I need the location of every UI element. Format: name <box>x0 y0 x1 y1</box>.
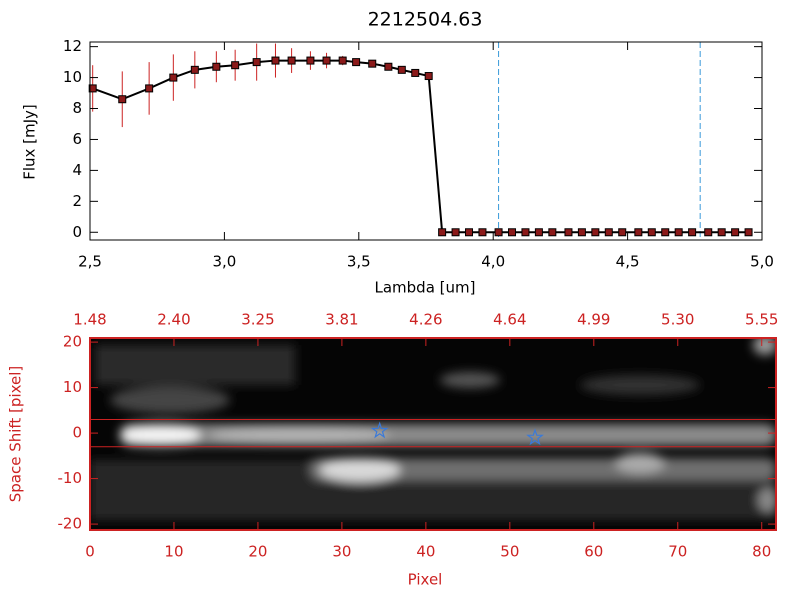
x2-tick-label: 4.26 <box>409 311 442 329</box>
flux-line <box>92 59 749 234</box>
data-point <box>322 56 331 65</box>
data-point <box>424 72 433 81</box>
x-tick-label: 50 <box>500 543 519 561</box>
data-point <box>451 228 460 237</box>
data-point <box>744 228 753 237</box>
x-tick-label: 4,5 <box>616 253 640 271</box>
data-point <box>704 228 713 237</box>
data-point <box>604 228 613 237</box>
x-tick-label: 30 <box>332 543 351 561</box>
data-point <box>548 228 557 237</box>
star-marker <box>526 428 544 446</box>
y-tick-label: -10 <box>58 469 83 487</box>
x-tick-label: 5,0 <box>750 253 774 271</box>
data-point <box>438 228 447 237</box>
y-axis-label: Space Shift [pixel] <box>7 366 25 503</box>
data-point <box>494 228 503 237</box>
data-point <box>661 228 670 237</box>
data-point <box>465 228 474 237</box>
x2-tick-label: 5.30 <box>661 311 694 329</box>
data-point <box>618 228 627 237</box>
data-point <box>118 95 127 104</box>
data-point <box>534 228 543 237</box>
data-point <box>190 65 199 74</box>
x-axis-label: Pixel <box>408 571 443 589</box>
y-tick-label: 0 <box>72 223 82 241</box>
data-point <box>338 56 347 65</box>
x-axis-label: Lambda [um] <box>375 279 476 297</box>
data-point <box>306 56 315 65</box>
data-point <box>508 228 517 237</box>
data-point <box>577 228 586 237</box>
y-tick-label: 4 <box>72 161 82 179</box>
data-point <box>271 56 280 65</box>
data-point <box>591 228 600 237</box>
x2-tick-label: 2.40 <box>157 311 190 329</box>
data-point <box>252 58 261 67</box>
data-point <box>647 228 656 237</box>
x-tick-label: 4,0 <box>481 253 505 271</box>
data-point <box>145 84 154 93</box>
x-tick-label: 60 <box>584 543 603 561</box>
x-tick-label: 70 <box>668 543 687 561</box>
chart-title: 2212504.63 <box>368 9 483 31</box>
x-tick-label: 2,5 <box>78 253 102 271</box>
y-tick-label: 0 <box>72 424 82 442</box>
y-tick-label: 6 <box>72 130 82 148</box>
x2-tick-label: 1.48 <box>73 311 106 329</box>
data-point <box>478 228 487 237</box>
x-tick-label: 20 <box>248 543 267 561</box>
x-tick-label: 80 <box>752 543 771 561</box>
x-tick-label: 0 <box>85 543 95 561</box>
x-tick-label: 40 <box>416 543 435 561</box>
data-point <box>674 228 683 237</box>
data-point <box>564 228 573 237</box>
x-tick-label: 10 <box>164 543 183 561</box>
y-tick-label: 10 <box>63 68 82 86</box>
data-point <box>717 228 726 237</box>
y-tick-label: 10 <box>63 378 82 396</box>
x2-tick-label: 4.64 <box>493 311 526 329</box>
y-tick-label: 20 <box>63 333 82 351</box>
data-point <box>688 228 697 237</box>
data-point <box>411 68 420 77</box>
y-tick-label: -20 <box>58 515 83 533</box>
data-point <box>287 56 296 65</box>
data-point <box>397 65 406 74</box>
y-tick-label: 8 <box>72 99 82 117</box>
data-point <box>634 228 643 237</box>
y-tick-label: 12 <box>63 37 82 55</box>
x2-tick-label: 5.55 <box>745 311 778 329</box>
star-marker <box>370 421 389 439</box>
x-tick-label: 3,5 <box>347 253 371 271</box>
data-point <box>212 62 221 71</box>
y-tick-label: 2 <box>72 192 82 210</box>
data-point <box>368 59 377 68</box>
data-point <box>169 73 178 82</box>
plot-frame <box>89 41 763 241</box>
plot-frame <box>89 337 777 531</box>
data-point <box>384 62 393 71</box>
y-axis-label: Flux [mJy] <box>21 104 39 180</box>
data-point <box>352 58 361 67</box>
x2-tick-label: 4.99 <box>577 311 610 329</box>
data-point <box>231 61 240 70</box>
x2-tick-label: 3.25 <box>241 311 274 329</box>
data-point <box>731 228 740 237</box>
data-point <box>521 228 530 237</box>
data-point <box>88 84 97 93</box>
x-tick-label: 3,0 <box>212 253 236 271</box>
x2-tick-label: 3.81 <box>325 311 358 329</box>
spectrum-image <box>90 338 776 530</box>
